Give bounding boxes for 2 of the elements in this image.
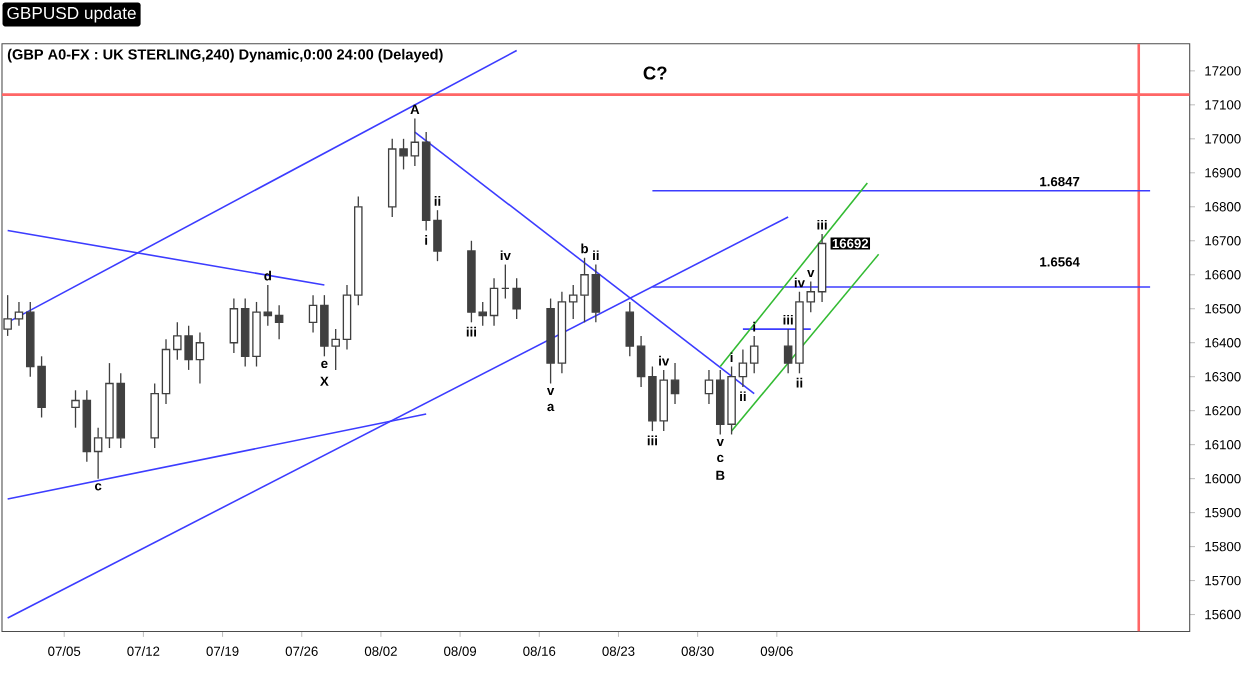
chart-title: GBPUSD update	[7, 6, 136, 23]
annotation: C?	[643, 66, 667, 80]
